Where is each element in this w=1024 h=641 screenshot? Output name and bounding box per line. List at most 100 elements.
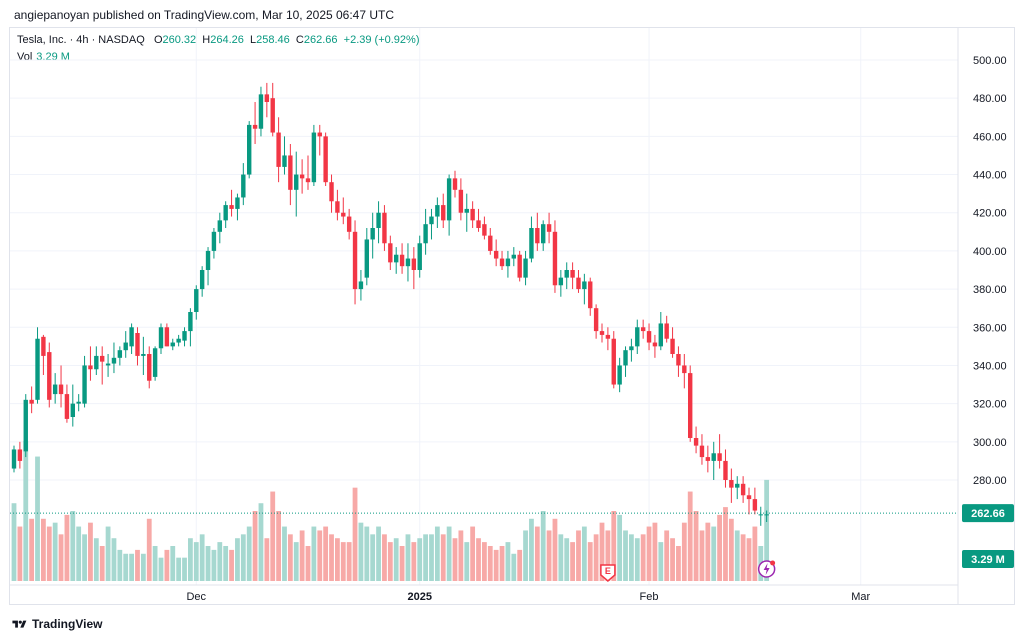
candle-body [458, 189, 464, 213]
candle-body [323, 136, 328, 183]
y-tick-label: 440.00 [973, 170, 1007, 182]
volume-bar [629, 534, 634, 581]
candle-body [646, 331, 652, 343]
volume-bar [329, 534, 334, 581]
grid-lines [10, 28, 958, 585]
candle-body [746, 495, 752, 500]
candle-body [88, 365, 93, 370]
price-candles [11, 82, 769, 526]
candle-body [329, 182, 334, 202]
volume-bar [752, 526, 758, 581]
volume-bar [705, 522, 711, 581]
volume-bar [470, 526, 476, 581]
candle-body [223, 205, 228, 221]
volume-bar [634, 538, 640, 581]
volume-bar [405, 534, 411, 581]
candle-body [11, 449, 17, 469]
candle-body [47, 352, 52, 400]
candle-body [623, 350, 628, 366]
candle-body [264, 94, 270, 102]
volume-bar [364, 526, 370, 581]
volume-bar [46, 526, 52, 581]
candle-body [576, 277, 581, 290]
candle-body [517, 254, 522, 278]
candle-body [711, 453, 716, 461]
candle-body [629, 346, 634, 351]
volume-tag: 3.29 M [971, 554, 1005, 566]
volume-bar [523, 530, 528, 581]
volume-bar [23, 441, 29, 581]
candle-body [635, 327, 640, 347]
volume-bar [64, 514, 70, 581]
volume-bar [505, 542, 511, 581]
volume-bar [52, 522, 58, 581]
volume-bar [476, 538, 481, 581]
candle-body [205, 250, 211, 270]
candle-body [470, 208, 475, 221]
candle-body [94, 355, 99, 370]
candle-body [317, 132, 322, 137]
y-tick-label: 320.00 [973, 399, 1007, 411]
volume-bar [687, 491, 693, 581]
candle-body [482, 224, 487, 236]
candle-body [252, 124, 258, 129]
volume-bar [676, 546, 681, 581]
candle-body [270, 98, 275, 133]
open-label: O [153, 34, 163, 46]
candle-body [435, 205, 440, 217]
tradingview-footer[interactable]: TradingView [12, 617, 102, 631]
price-tag-bg [962, 504, 1014, 523]
volume-bar [170, 546, 176, 581]
y-tick-label: 300.00 [973, 437, 1007, 449]
candle-body [764, 514, 769, 516]
volume-bar [276, 511, 281, 581]
candle-body [217, 220, 222, 232]
volume-bar [534, 526, 540, 581]
volume-bar [605, 530, 611, 581]
volume-bar [88, 522, 93, 581]
volume-bar [223, 546, 229, 581]
candle-body [640, 327, 646, 332]
x-tick-label: Feb [640, 591, 659, 603]
candle-body [158, 327, 164, 349]
volume-bar [734, 530, 740, 581]
volume-bar [293, 542, 299, 581]
y-tick-label: 340.00 [973, 360, 1007, 372]
candle-body [170, 342, 175, 347]
volume-bar [11, 503, 17, 581]
candle-body [511, 254, 516, 259]
volume-bar [587, 542, 593, 581]
volume-bar [370, 534, 376, 581]
candle-body [188, 312, 193, 332]
axis-tags: 262.66 3.29 M E [10, 504, 1014, 582]
volume-bar [711, 526, 717, 581]
y-tick-label: 460.00 [973, 131, 1007, 143]
candle-body [423, 224, 428, 244]
candle-body [17, 449, 23, 461]
volume-bar [599, 522, 605, 581]
candle-body [52, 384, 58, 395]
candle-body [123, 342, 128, 351]
candle-body [752, 499, 758, 511]
y-tick-label: 420.00 [973, 208, 1007, 220]
open-value: 260.32 [162, 34, 197, 46]
candle-body [664, 323, 669, 339]
volume-bar [340, 542, 346, 581]
volume-bar [35, 456, 40, 581]
volume-bar [158, 557, 164, 581]
volume-bar [240, 534, 246, 581]
volume-bar [681, 522, 687, 581]
symbol-title[interactable]: Tesla, Inc. · 4h · NASDAQ [17, 34, 145, 46]
volume-bar [382, 534, 387, 581]
candle-body [358, 281, 364, 290]
volume-bar [529, 518, 534, 581]
candle-body [670, 338, 675, 354]
volume-bar [740, 534, 746, 581]
time-axis: Dec 2025 Feb Mar [186, 591, 870, 603]
volume-bar [423, 534, 428, 581]
lightning-bolt-icon [763, 563, 770, 575]
candle-body [446, 178, 452, 221]
volume-bar [746, 538, 752, 581]
volume-bar [176, 557, 182, 581]
